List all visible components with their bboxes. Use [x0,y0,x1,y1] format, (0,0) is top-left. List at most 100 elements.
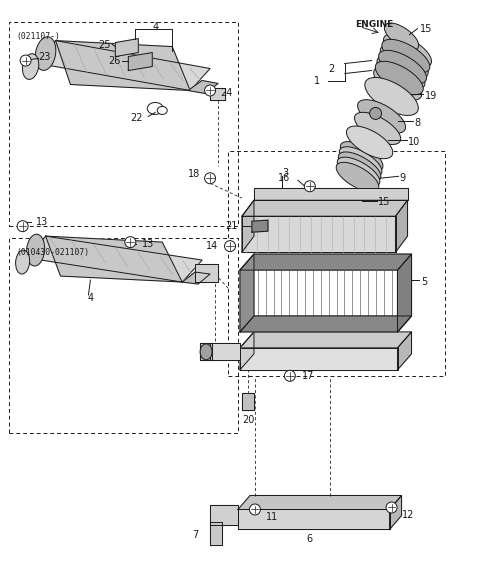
Text: 11: 11 [266,513,278,523]
Text: 2: 2 [328,64,335,74]
Circle shape [304,181,315,192]
Polygon shape [240,254,411,270]
Circle shape [284,370,295,381]
Ellipse shape [23,54,39,79]
Ellipse shape [355,112,401,145]
Bar [9,238,238,433]
Circle shape [125,236,136,248]
Ellipse shape [157,106,167,115]
Polygon shape [396,201,408,252]
Text: 25: 25 [98,39,110,49]
Text: 18: 18 [188,169,200,179]
Text: 4: 4 [152,22,158,32]
Text: 21: 21 [226,221,238,231]
Text: 19: 19 [424,92,437,102]
Ellipse shape [365,78,419,115]
Ellipse shape [340,142,383,171]
Polygon shape [397,254,411,332]
Polygon shape [56,41,190,91]
Text: (021107-): (021107-) [17,32,60,41]
Polygon shape [242,216,396,252]
Ellipse shape [339,147,382,176]
Text: 20: 20 [242,415,254,425]
Polygon shape [242,201,408,216]
Text: 15: 15 [378,197,390,207]
Polygon shape [29,236,202,282]
Text: 1: 1 [313,75,320,85]
Ellipse shape [36,37,56,71]
Circle shape [250,504,261,515]
Polygon shape [238,496,402,509]
Text: 24: 24 [220,88,232,98]
Bar [228,151,445,376]
Polygon shape [128,52,152,71]
Polygon shape [210,523,222,546]
Text: 12: 12 [402,510,414,520]
Polygon shape [240,254,254,332]
Ellipse shape [379,51,427,83]
Polygon shape [240,348,397,370]
Polygon shape [38,41,210,91]
Ellipse shape [380,45,428,78]
Ellipse shape [384,23,419,50]
Polygon shape [240,332,411,348]
Polygon shape [115,39,138,56]
Ellipse shape [382,39,430,73]
Ellipse shape [347,126,393,159]
Polygon shape [46,236,182,282]
Polygon shape [210,343,240,360]
Circle shape [204,173,216,184]
Polygon shape [240,316,411,332]
Polygon shape [238,509,390,529]
Ellipse shape [147,102,163,115]
Text: 3: 3 [282,168,288,178]
Circle shape [204,85,216,96]
Polygon shape [242,393,254,410]
Ellipse shape [375,61,423,95]
Polygon shape [210,88,225,101]
Polygon shape [397,332,411,370]
Circle shape [225,240,236,252]
Polygon shape [252,220,268,232]
Polygon shape [254,188,408,201]
Ellipse shape [373,67,421,100]
Ellipse shape [337,157,380,186]
Polygon shape [195,264,218,282]
Text: 15: 15 [420,24,432,34]
Text: (010430-021107): (010430-021107) [17,248,90,257]
Ellipse shape [377,56,425,89]
Ellipse shape [26,234,45,266]
Text: 17: 17 [302,371,314,381]
Text: 16: 16 [277,173,290,183]
Circle shape [386,502,397,513]
Polygon shape [182,272,210,284]
Text: 22: 22 [130,113,142,123]
Ellipse shape [338,152,381,182]
Text: 10: 10 [408,138,420,148]
Polygon shape [240,332,254,370]
Text: 14: 14 [206,241,218,251]
Ellipse shape [330,191,365,216]
Ellipse shape [200,344,212,360]
Polygon shape [210,506,238,526]
Bar [9,22,238,226]
Polygon shape [242,201,254,252]
Ellipse shape [370,108,382,119]
Text: 9: 9 [399,173,406,183]
Text: 5: 5 [421,277,428,287]
Circle shape [20,55,31,66]
Circle shape [17,220,28,232]
Text: 7: 7 [192,530,198,540]
Text: 8: 8 [415,118,420,128]
Polygon shape [390,496,402,529]
Text: 26: 26 [108,55,120,65]
Ellipse shape [336,162,379,192]
Text: 13: 13 [36,217,48,227]
Ellipse shape [15,250,30,274]
Ellipse shape [358,100,406,133]
Text: 4: 4 [87,293,94,303]
Text: 6: 6 [307,534,313,544]
Ellipse shape [384,34,432,67]
Text: 13: 13 [142,239,155,249]
Text: 23: 23 [38,52,51,62]
